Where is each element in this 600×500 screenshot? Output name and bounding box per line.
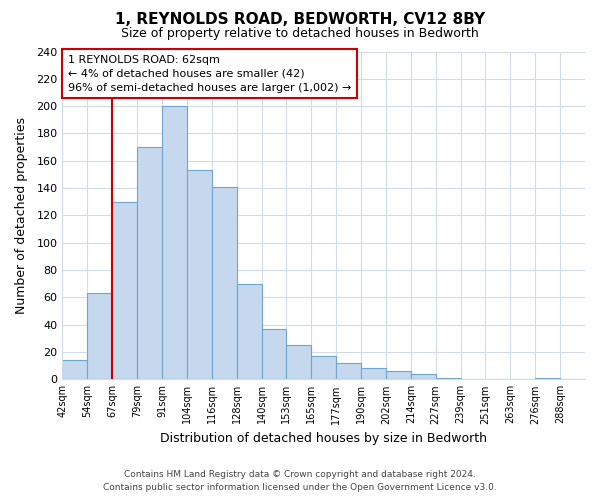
Bar bbox=[162, 106, 187, 380]
Bar bbox=[436, 378, 461, 380]
Text: 1 REYNOLDS ROAD: 62sqm
← 4% of detached houses are smaller (42)
96% of semi-deta: 1 REYNOLDS ROAD: 62sqm ← 4% of detached … bbox=[68, 55, 351, 93]
Text: Size of property relative to detached houses in Bedworth: Size of property relative to detached ho… bbox=[121, 28, 479, 40]
Bar bbox=[286, 345, 311, 380]
Bar bbox=[361, 368, 386, 380]
Bar bbox=[386, 371, 411, 380]
Bar bbox=[262, 329, 286, 380]
Bar bbox=[236, 284, 262, 380]
Bar bbox=[112, 202, 137, 380]
Bar bbox=[88, 294, 112, 380]
Bar bbox=[535, 378, 560, 380]
X-axis label: Distribution of detached houses by size in Bedworth: Distribution of detached houses by size … bbox=[160, 432, 487, 445]
Bar bbox=[137, 147, 162, 380]
Bar bbox=[62, 360, 88, 380]
Bar bbox=[187, 170, 212, 380]
Bar bbox=[212, 186, 236, 380]
Text: Contains HM Land Registry data © Crown copyright and database right 2024.
Contai: Contains HM Land Registry data © Crown c… bbox=[103, 470, 497, 492]
Bar bbox=[311, 356, 336, 380]
Text: 1, REYNOLDS ROAD, BEDWORTH, CV12 8BY: 1, REYNOLDS ROAD, BEDWORTH, CV12 8BY bbox=[115, 12, 485, 28]
Bar bbox=[411, 374, 436, 380]
Bar bbox=[336, 363, 361, 380]
Y-axis label: Number of detached properties: Number of detached properties bbox=[15, 117, 28, 314]
